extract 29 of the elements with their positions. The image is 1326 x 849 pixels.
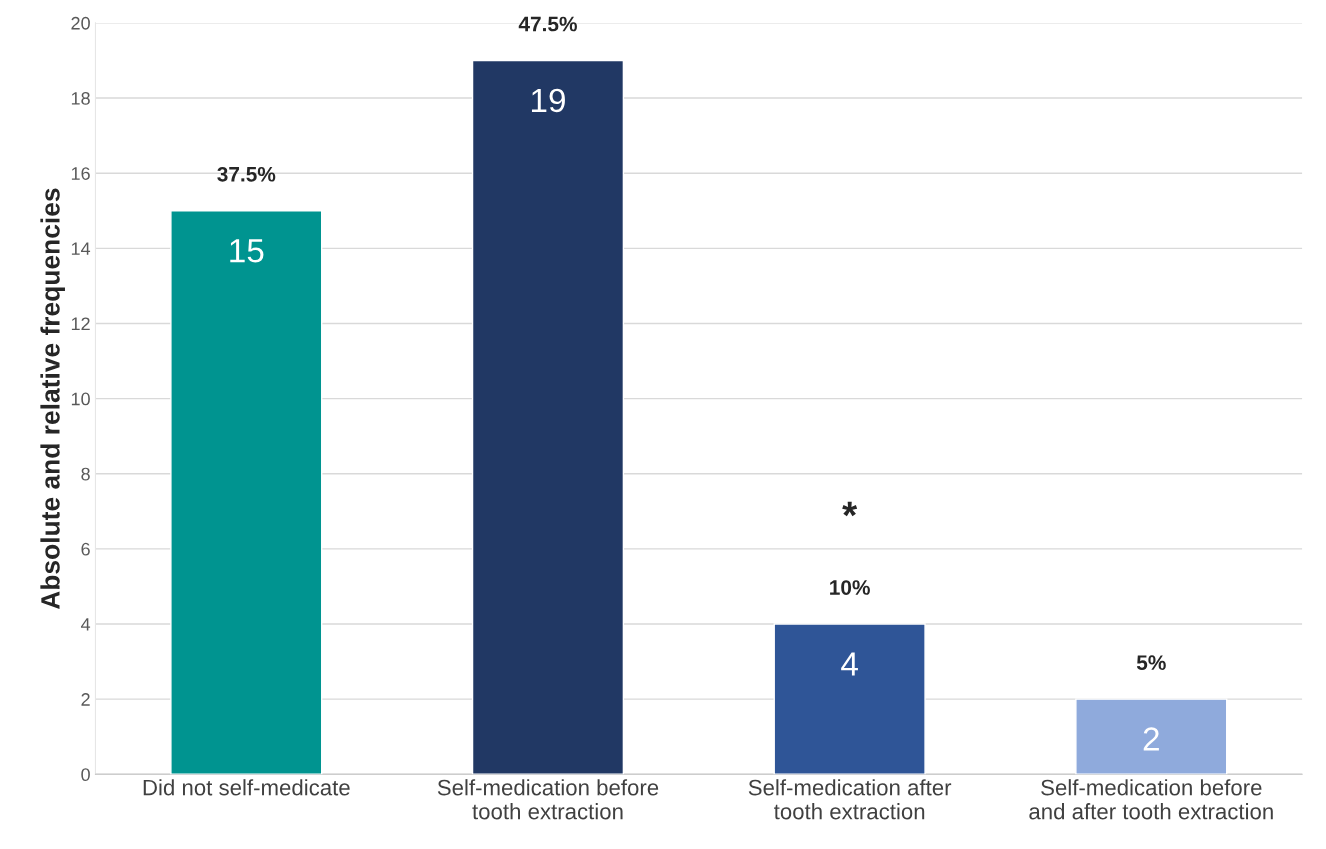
- y-tick-label: 4: [80, 618, 91, 631]
- annotation: 37.5%: [217, 166, 276, 182]
- annotation: 5%: [1136, 655, 1166, 671]
- x-tick-label: Self-medication before and after tooth extraction: [1029, 779, 1273, 820]
- x-tick-label: Self-medication before tooth extraction: [437, 779, 659, 820]
- data-label: 4: [841, 652, 858, 676]
- y-tick-label: 2: [81, 693, 90, 706]
- bar: [1075, 698, 1228, 775]
- x-tick-label: Did not self-medicate: [143, 779, 350, 796]
- y-tick-label: 6: [81, 542, 90, 556]
- annotation: 47.5%: [518, 16, 577, 32]
- x-tick-label: Self-medication after tooth extraction: [748, 779, 952, 820]
- y-tick-label: 12: [71, 317, 90, 331]
- data-label: 2: [1143, 727, 1159, 751]
- y-tick-label: 8: [81, 467, 90, 481]
- bar: [170, 210, 323, 775]
- y-tick-label: 14: [71, 242, 91, 255]
- data-label: 15: [230, 239, 264, 263]
- bar: [471, 59, 625, 775]
- bar: [773, 623, 926, 775]
- annotation: 10%: [830, 580, 870, 595]
- annotation: *: [842, 501, 858, 517]
- y-tick-label: 0: [81, 768, 90, 782]
- y-tick-label: 18: [71, 91, 90, 105]
- y-axis-title: Absolute and relative frequencies: [40, 188, 65, 610]
- y-tick-label: 10: [71, 392, 90, 406]
- y-tick-label: 16: [71, 167, 90, 180]
- data-label: 19: [531, 88, 565, 113]
- y-tick-label: 20: [71, 16, 90, 30]
